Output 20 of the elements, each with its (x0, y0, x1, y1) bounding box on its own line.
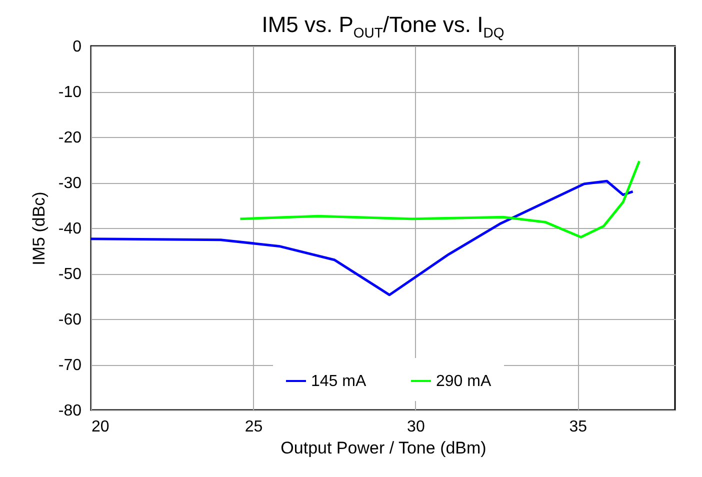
x-tick-label: 30 (407, 418, 425, 436)
y-tick-label: 0 (72, 38, 82, 56)
x-axis-title: Output Power / Tone (dBm) (280, 438, 486, 458)
y-axis-title: IM5 (dBc) (29, 192, 48, 266)
y-tick-label: -30 (58, 175, 82, 192)
legend-label: 145 mA (311, 373, 366, 390)
x-tick-label: 25 (244, 418, 263, 436)
y-tick-label: -60 (58, 312, 82, 328)
line-series (238, 160, 641, 238)
y-tick-label: -80 (58, 402, 82, 420)
y-tick-label: -10 (58, 84, 82, 101)
legend-label: 290 mA (436, 373, 492, 390)
y-tick-label: -70 (58, 357, 82, 374)
x-tick-label: 20 (92, 418, 110, 436)
y-tick-label: -20 (58, 130, 82, 146)
line-series (90, 180, 634, 296)
x-tick-label: 35 (569, 418, 588, 436)
y-tick-label: -40 (58, 220, 82, 238)
chart-title: IM5 vs. P$_{OUT}$/Tone vs. I$_{DQ}$ (260, 12, 506, 40)
y-tick-label: -50 (58, 266, 82, 283)
